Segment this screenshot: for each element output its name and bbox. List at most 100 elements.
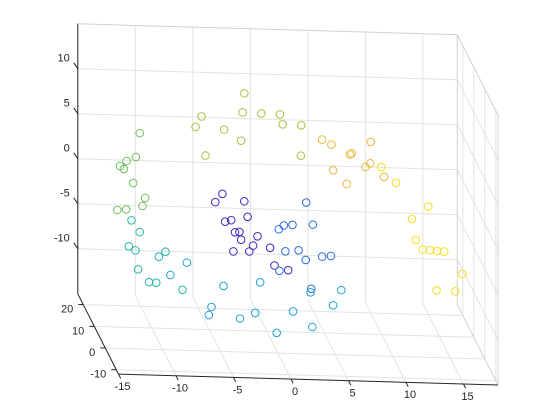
point [274, 224, 284, 234]
box-edge [77, 23, 458, 36]
point [288, 307, 298, 316]
point [140, 193, 150, 203]
point [220, 217, 230, 226]
point [308, 322, 317, 332]
point [347, 148, 357, 158]
grid-line [134, 295, 177, 376]
point [119, 164, 129, 174]
point [317, 135, 327, 144]
point [379, 172, 389, 182]
point [279, 221, 289, 230]
point [154, 252, 164, 261]
point [113, 205, 122, 215]
point [458, 269, 467, 279]
grid-line [77, 158, 458, 171]
point [317, 252, 327, 261]
box-edge [456, 304, 499, 386]
point [301, 255, 311, 265]
point [121, 205, 131, 214]
grid-line [249, 298, 292, 380]
point [240, 88, 249, 98]
grid-line [105, 347, 485, 360]
point [197, 112, 206, 121]
y-tick-label: -10 [90, 369, 106, 381]
grid-line [456, 79, 499, 161]
point [288, 220, 297, 230]
point [238, 108, 247, 117]
grid-line [116, 369, 496, 382]
grid-line [456, 124, 499, 206]
grid-line [192, 296, 234, 378]
grid-line [456, 214, 499, 296]
point [144, 277, 154, 287]
point [255, 277, 265, 287]
point [281, 246, 290, 256]
z-tick-label: -5 [60, 188, 70, 200]
point [219, 281, 228, 291]
grid-line [83, 304, 463, 317]
x-axis [118, 373, 499, 386]
point [342, 179, 352, 189]
z-tick [73, 62, 79, 70]
x-tick-label: -15 [115, 381, 131, 393]
z-tick [73, 107, 79, 115]
point [135, 128, 144, 138]
point [283, 265, 293, 275]
point [301, 198, 311, 207]
x-tick-label: -5 [233, 384, 243, 396]
box-edge [456, 34, 499, 116]
point [253, 232, 262, 241]
point [391, 178, 401, 188]
point [166, 270, 175, 280]
y-axis [77, 293, 119, 375]
point [278, 120, 288, 129]
point [308, 220, 318, 229]
grid-line [456, 169, 499, 251]
point [337, 285, 346, 295]
point [366, 158, 375, 168]
z-tick-label: 5 [64, 98, 70, 110]
grid-line [77, 203, 458, 216]
point [270, 261, 279, 270]
point [219, 125, 229, 134]
point [122, 156, 131, 166]
point [248, 241, 258, 250]
point [296, 151, 306, 160]
point [124, 242, 134, 251]
point [345, 150, 355, 159]
point [251, 308, 260, 318]
grid-line [77, 113, 458, 126]
z-tick [73, 152, 79, 160]
point [411, 235, 421, 245]
point [133, 265, 143, 274]
point [328, 301, 338, 310]
point [151, 278, 161, 287]
point [275, 266, 284, 276]
y-tick-label: 0 [89, 347, 95, 359]
grid-line [456, 259, 499, 341]
point [328, 166, 338, 175]
point [127, 216, 136, 225]
x-tick [233, 377, 237, 382]
z-tick-label: 0 [64, 143, 70, 155]
point [218, 189, 227, 199]
grid-line [94, 325, 474, 338]
point [201, 151, 210, 160]
point [191, 122, 200, 132]
point [407, 214, 417, 224]
point [135, 227, 144, 237]
x-tick-label: 5 [349, 388, 355, 400]
point [432, 246, 442, 256]
point [204, 310, 214, 320]
x-tick-label: -10 [172, 383, 188, 395]
point [229, 247, 238, 256]
point [211, 197, 220, 207]
z-tick-label: -10 [54, 233, 70, 245]
z-tick [73, 197, 79, 205]
grid-line [422, 303, 464, 385]
point [450, 286, 460, 296]
point [306, 284, 316, 294]
point [439, 247, 449, 256]
